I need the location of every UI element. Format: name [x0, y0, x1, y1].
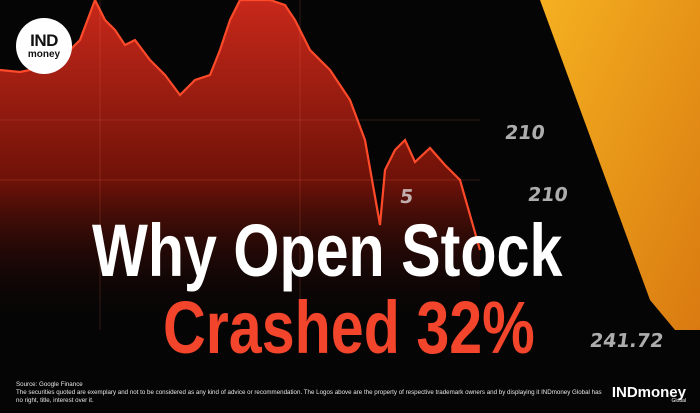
footer-disclaimer: Source: Google Finance The securities qu…: [16, 381, 606, 405]
headline-line-1: Why Open Stock: [92, 209, 563, 292]
background-price-label: 241.72: [588, 330, 665, 352]
headline-line-2: Crashed 32%: [163, 286, 535, 369]
chart-line: [0, 0, 482, 251]
background-price-label: 210: [526, 184, 570, 206]
orange-corner: [540, 0, 700, 360]
logo-text-bottom: money: [27, 48, 61, 60]
brand-sub: Global: [671, 398, 686, 404]
indmoney-logo: IND money: [16, 18, 72, 74]
background-price-label: 210: [503, 122, 547, 144]
brand-name: INDmoney: [611, 384, 686, 401]
brand-logo: INDmoney Global: [612, 384, 686, 404]
disclaimer-text: The securities quoted are exemplary and …: [16, 389, 602, 404]
logo-text-top: IND: [30, 30, 58, 50]
source-text: Source: Google Finance: [16, 381, 83, 388]
chart-area-fill: [0, 0, 480, 330]
